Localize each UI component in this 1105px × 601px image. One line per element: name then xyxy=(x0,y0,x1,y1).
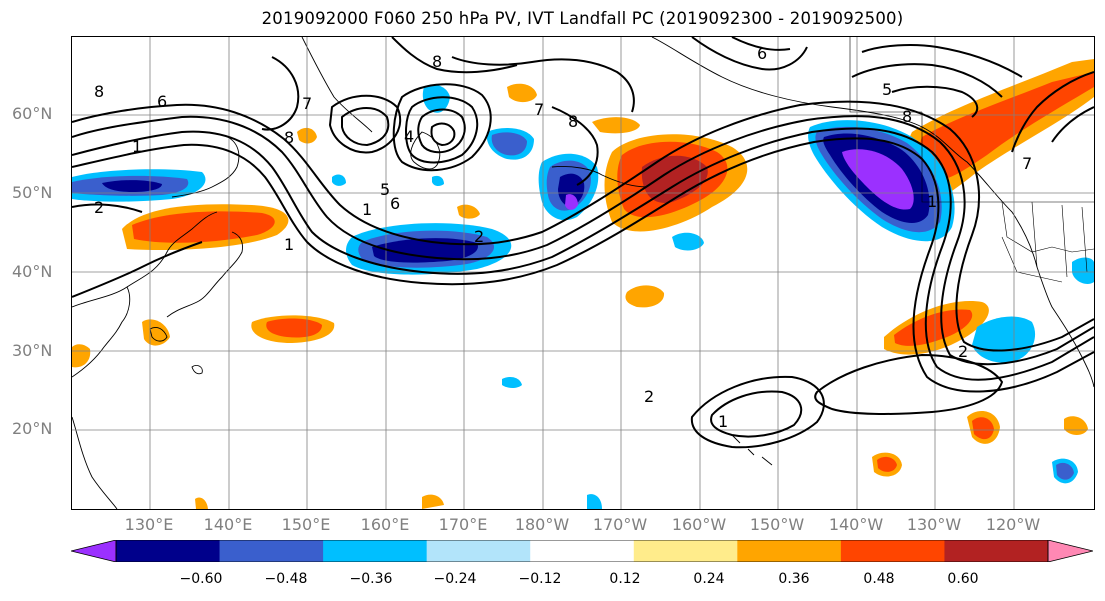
lon-label: 140°E xyxy=(203,515,253,534)
contour-label: 2 xyxy=(644,387,654,406)
contour-label: 6 xyxy=(390,194,400,213)
contour-label: 6 xyxy=(157,92,167,111)
lon-label: 170°W xyxy=(592,515,648,534)
map-title: 2019092000 F060 250 hPa PV, IVT Landfall… xyxy=(261,9,904,28)
colorbar-tick-label: −0.48 xyxy=(264,571,308,587)
contour-label: 2 xyxy=(94,198,104,217)
contour-labels: 8 6 7 8 1 4 5 6 8 7 8 8 5 6 2 1 1 2 2 1 … xyxy=(94,44,1032,431)
lon-label: 180°W xyxy=(514,515,570,534)
contour-label: 8 xyxy=(902,107,912,126)
lat-label: 20°N xyxy=(12,419,53,438)
colorbar-tick-label: −0.60 xyxy=(179,571,223,587)
contour-label: 2 xyxy=(474,227,484,246)
lon-label: 160°W xyxy=(671,515,727,534)
colorbar-segment xyxy=(737,540,842,562)
lat-label: 30°N xyxy=(12,341,53,360)
contour-label: 5 xyxy=(380,180,390,199)
colorbar-segment xyxy=(116,540,221,562)
contour-label: 1 xyxy=(284,235,294,254)
colorbar-tick-label: −0.36 xyxy=(349,571,393,587)
lat-label: 50°N xyxy=(12,183,53,202)
lon-label: 170°E xyxy=(438,515,488,534)
contour-label: 8 xyxy=(94,82,104,101)
lon-label: 150°W xyxy=(749,515,805,534)
colorbar-tick-label: 0.24 xyxy=(693,571,725,587)
contour-label: 1 xyxy=(927,192,937,211)
ivt-contours xyxy=(72,37,1094,449)
colorbar-segment xyxy=(530,540,635,562)
colorbar-segments xyxy=(116,540,1049,562)
contour-label: 8 xyxy=(568,112,578,131)
contour-label: 4 xyxy=(404,127,414,146)
colorbar-extend-high xyxy=(1047,540,1093,562)
colorbar-extend-low xyxy=(71,540,117,562)
contour-label: 7 xyxy=(534,100,544,119)
colorbar-segment xyxy=(840,540,945,562)
colorbar-segment xyxy=(426,540,531,562)
map-panel: 8 6 7 8 1 4 5 6 8 7 8 8 5 6 2 1 1 2 2 1 … xyxy=(71,36,1095,510)
lon-label: 130°W xyxy=(906,515,962,534)
lat-label: 40°N xyxy=(12,262,53,281)
colorbar-tick-label: −0.12 xyxy=(518,571,562,587)
contour-label: 7 xyxy=(302,94,312,113)
colorbar-segment xyxy=(633,540,738,562)
colorbar-segment xyxy=(219,540,324,562)
colorbar-tick-label: 0.36 xyxy=(778,571,810,587)
contour-label: 1 xyxy=(362,200,372,219)
lon-label: 140°W xyxy=(828,515,884,534)
coastlines xyxy=(72,37,1094,509)
lat-label: 60°N xyxy=(12,104,53,123)
contour-label: 8 xyxy=(284,128,294,147)
colorbar xyxy=(71,540,1093,562)
lon-label: 130°E xyxy=(124,515,174,534)
contour-label: 7 xyxy=(1022,154,1032,173)
contour-label: 5 xyxy=(882,80,892,99)
lon-label: 160°E xyxy=(360,515,410,534)
political-borders xyxy=(849,37,1094,283)
colorbar-segment xyxy=(323,540,428,562)
contour-label: 1 xyxy=(132,137,142,156)
contour-label: 1 xyxy=(718,412,728,431)
lon-label: 150°E xyxy=(281,515,331,534)
colorbar-tick-label: 0.60 xyxy=(947,571,979,587)
contour-label: 6 xyxy=(757,44,767,63)
lon-label: 120°W xyxy=(985,515,1041,534)
contour-label: 2 xyxy=(958,342,968,361)
gridlines xyxy=(72,37,1094,509)
colorbar-tick-label: 0.48 xyxy=(863,571,895,587)
colorbar-tick-label: −0.24 xyxy=(433,571,477,587)
colorbar-segment xyxy=(944,540,1049,562)
map-canvas: 8 6 7 8 1 4 5 6 8 7 8 8 5 6 2 1 1 2 2 1 … xyxy=(72,37,1094,509)
colorbar-tick-label: 0.12 xyxy=(609,571,641,587)
contour-label: 8 xyxy=(432,52,442,71)
colorbar-frame xyxy=(115,540,1049,562)
